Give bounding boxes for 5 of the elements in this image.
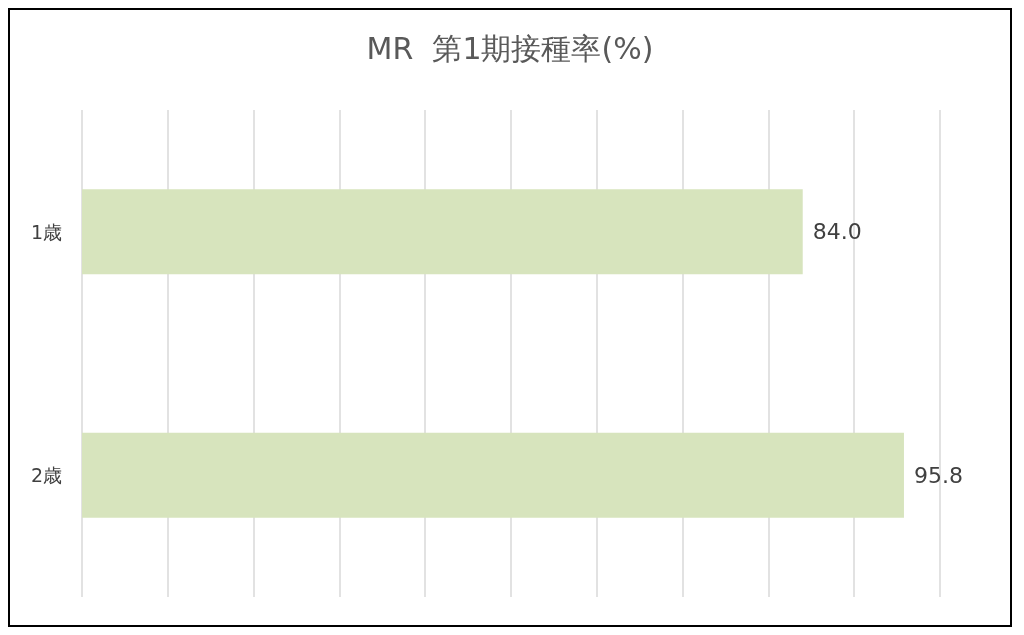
data-label: 95.8 [913,462,963,488]
y-tick-label: 1歳 [30,220,62,243]
chart-title: MR 第1期接種率(%) [366,30,654,66]
data-label: 84.0 [812,219,862,245]
y-tick-label: 2歳 [30,464,62,487]
